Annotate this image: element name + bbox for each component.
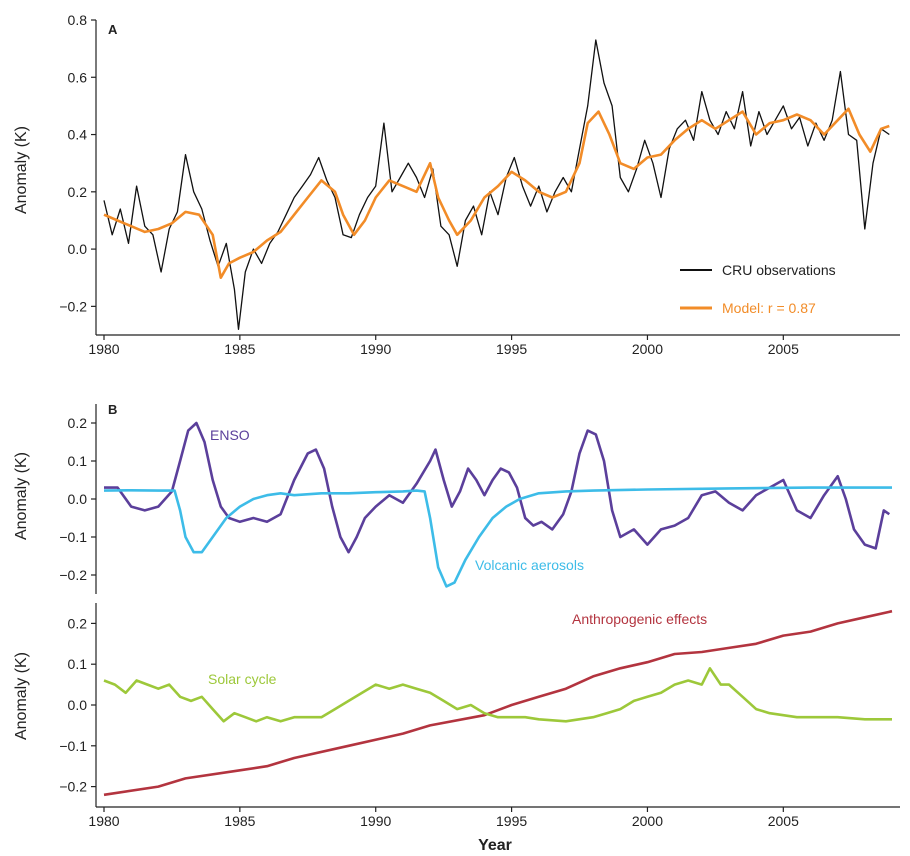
series-line-volcanic-aerosols: [103, 486, 892, 588]
panel-a-x-tick-label: 2000: [632, 341, 663, 357]
panel-b: B Anomaly (K) 0.2 0.1 0.0 −0.1 −0.2 ENSO Vol…: [13, 402, 892, 594]
panel-c-y-tick-label: 0.1: [68, 656, 88, 672]
legend-label-model: Model: r = 0.87: [722, 300, 816, 316]
panel-a-x-tick-label: 1990: [360, 341, 391, 357]
panel-a-legend: CRU observations Model: r = 0.87: [680, 262, 836, 316]
series-line-model-r-0-87: [103, 107, 890, 279]
panel-a-y-axis-title: Anomaly (K): [13, 126, 30, 214]
series-line-anthropogenic-effects: [103, 609, 893, 797]
panel-a-x-tick-label: 1995: [496, 341, 527, 357]
panel-b-axes: 0.2 0.1 0.0 −0.1 −0.2: [59, 404, 97, 594]
panel-a-y-tick-label: 0.0: [68, 241, 88, 257]
panel-a-lines: [103, 39, 890, 330]
panel-b-letter: B: [108, 402, 117, 417]
x-axis-title: Year: [478, 837, 512, 854]
panel-b-y-tick-label: −0.2: [59, 567, 87, 583]
panel-b-y-tick-label: 0.0: [68, 491, 88, 507]
panel-b-y-tick-label: −0.1: [59, 529, 87, 545]
panel-b-y-tick-label: 0.1: [68, 453, 88, 469]
panel-c-x-tick-label: 2000: [632, 813, 663, 829]
panel-a-letter: A: [108, 22, 118, 37]
panel-c-y-tick-label: −0.2: [59, 779, 87, 795]
panel-a-x-tick-label: 2005: [768, 341, 799, 357]
panel-c-y-tick-label: 0.2: [68, 615, 88, 631]
panel-c-lines: [103, 609, 893, 797]
panel-c-x-tick-label: 1995: [496, 813, 527, 829]
label-solar-cycle: Solar cycle: [208, 671, 277, 687]
label-volcanic: Volcanic aerosols: [475, 557, 584, 573]
panel-a: A Anomaly (K) 0.8 0.6 0.4 0.2 0.0 −0.2 1980 198…: [13, 12, 900, 357]
series-line-enso: [104, 421, 891, 554]
series-line-cru-observations: [103, 39, 890, 330]
panel-a-x-tick-label: 1985: [224, 341, 255, 357]
panel-c-x-tick-label: 1980: [88, 813, 119, 829]
panel-c-x-tick-label: 1985: [224, 813, 255, 829]
panel-a-y-tick-label: 0.2: [68, 184, 88, 200]
panel-b-lines: [103, 421, 892, 588]
legend-label-cru: CRU observations: [722, 262, 836, 278]
panel-c-y-axis-title: Anomaly (K): [13, 652, 30, 740]
panel-c-y-tick-label: −0.1: [59, 738, 87, 754]
series-line-solar-cycle: [103, 667, 892, 723]
panel-c-y-tick-label: 0.0: [68, 697, 88, 713]
panel-b-y-axis-title: Anomaly (K): [13, 452, 30, 540]
panel-a-y-tick-label: 0.6: [68, 69, 88, 85]
panel-a-y-tick-label: 0.8: [68, 12, 88, 28]
panel-c-x-tick-label: 1990: [360, 813, 391, 829]
panel-c-x-tick-label: 2005: [768, 813, 799, 829]
panel-c: Anomaly (K) 0.2 0.1 0.0 −0.1 −0.2 1980 1985 199…: [13, 603, 900, 854]
panel-c-axes: 0.2 0.1 0.0 −0.1 −0.2 1980 1985 1990 1995 2000 200…: [59, 603, 900, 829]
panel-a-axes: 0.8 0.6 0.4 0.2 0.0 −0.2 1980 1985 1990 1995 2000 2…: [59, 12, 900, 357]
label-anthropogenic: Anthropogenic effects: [572, 611, 707, 627]
panel-a-x-tick-label: 1980: [88, 341, 119, 357]
panel-a-y-tick-label: 0.4: [68, 127, 88, 143]
label-enso: ENSO: [210, 427, 250, 443]
panel-b-y-tick-label: 0.2: [68, 415, 88, 431]
panel-a-y-tick-label: −0.2: [59, 298, 87, 314]
